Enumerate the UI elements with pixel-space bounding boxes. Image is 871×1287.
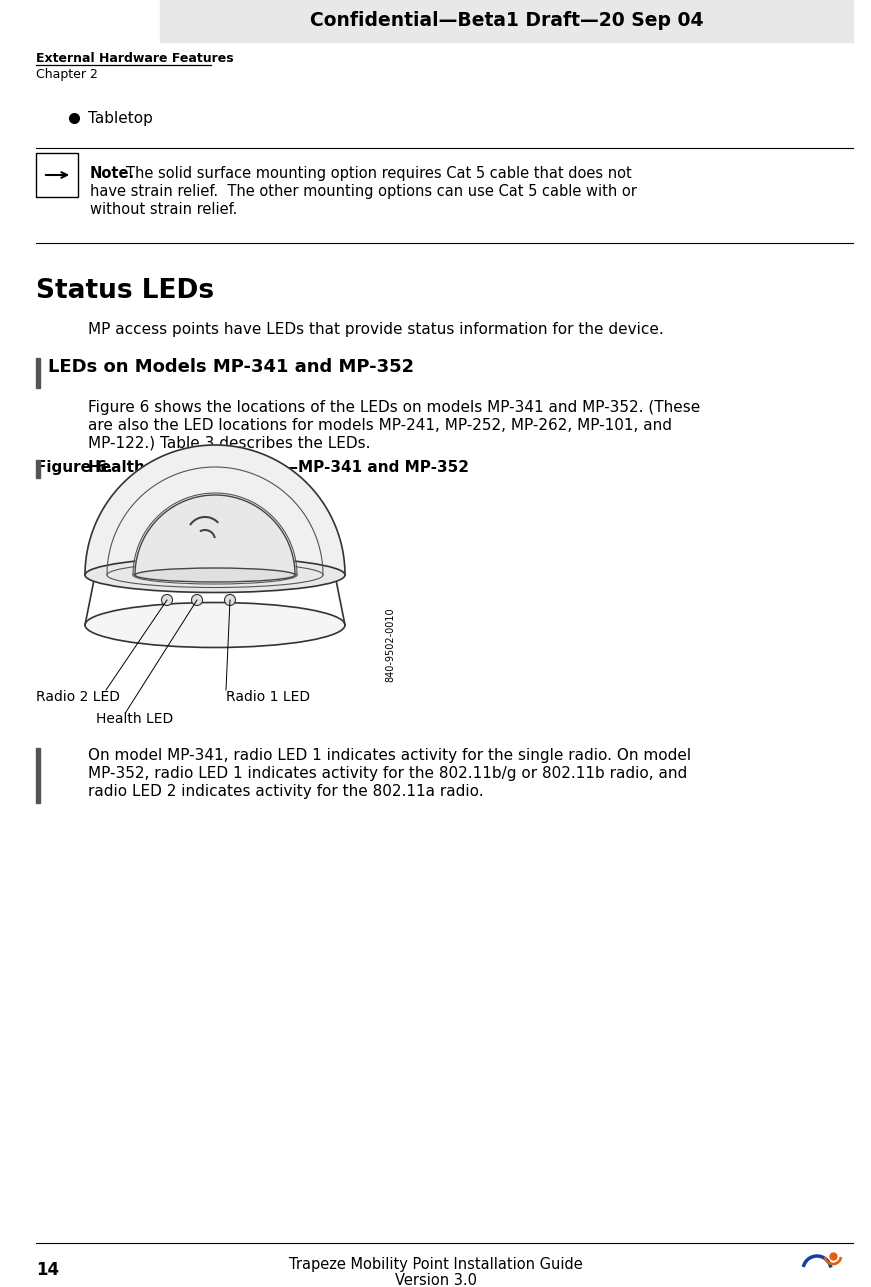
Text: LEDs on Models MP-341 and MP-352: LEDs on Models MP-341 and MP-352 [48,358,414,376]
Text: On model MP-341, radio LED 1 indicates activity for the single radio. On model: On model MP-341, radio LED 1 indicates a… [88,748,691,763]
Text: The solid surface mounting option requires Cat 5 cable that does not: The solid surface mounting option requir… [126,166,631,181]
Bar [160,0,853,42]
Text: Chapter 2: Chapter 2 [36,68,98,81]
Text: are also the LED locations for models MP-241, MP-252, MP-262, MP-101, and: are also the LED locations for models MP… [88,418,672,432]
Text: Confidential—Beta1 Draft—20 Sep 04: Confidential—Beta1 Draft—20 Sep 04 [310,12,703,31]
Text: Health LED: Health LED [96,712,173,726]
FancyBboxPatch shape [36,153,78,197]
Text: 840-9502-0010: 840-9502-0010 [385,607,395,682]
Circle shape [161,595,172,605]
Text: Tabletop: Tabletop [88,111,153,126]
Text: radio LED 2 indicates activity for the 802.11a radio.: radio LED 2 indicates activity for the 8… [88,784,483,799]
Bar [36,459,40,477]
Text: Note.: Note. [90,166,135,181]
Text: MP-352, radio LED 1 indicates activity for the 802.11b/g or 802.11b radio, and: MP-352, radio LED 1 indicates activity f… [88,766,687,781]
Ellipse shape [85,602,345,647]
Text: Figure 6.: Figure 6. [36,459,112,475]
Polygon shape [135,495,295,575]
Text: have strain relief.  The other mounting options can use Cat 5 cable with or: have strain relief. The other mounting o… [90,184,637,199]
Text: Version 3.0: Version 3.0 [395,1273,476,1287]
Polygon shape [85,445,345,575]
Text: Figure 6 shows the locations of the LEDs on models MP-341 and MP-352. (These: Figure 6 shows the locations of the LEDs… [88,400,700,414]
Text: MP-122.) Table 3 describes the LEDs.: MP-122.) Table 3 describes the LEDs. [88,436,370,450]
Text: without strain relief.: without strain relief. [90,202,238,218]
Text: External Hardware Features: External Hardware Features [36,51,233,66]
Bar [36,358,40,387]
Text: MP access points have LEDs that provide status information for the device.: MP access points have LEDs that provide … [88,322,664,337]
Circle shape [192,595,202,605]
Text: Trapeze Mobility Point Installation Guide: Trapeze Mobility Point Installation Guid… [288,1257,583,1272]
Text: Radio 1 LED: Radio 1 LED [226,690,310,704]
Ellipse shape [133,566,297,584]
Text: Radio 2 LED: Radio 2 LED [36,690,120,704]
Ellipse shape [85,557,345,592]
Circle shape [225,595,235,605]
Text: 14: 14 [36,1261,59,1279]
Bar [36,748,40,803]
Text: Status LEDs: Status LEDs [36,278,214,304]
Text: Health and Radio LEDs—MP-341 and MP-352: Health and Radio LEDs—MP-341 and MP-352 [88,459,469,475]
Ellipse shape [135,568,295,582]
